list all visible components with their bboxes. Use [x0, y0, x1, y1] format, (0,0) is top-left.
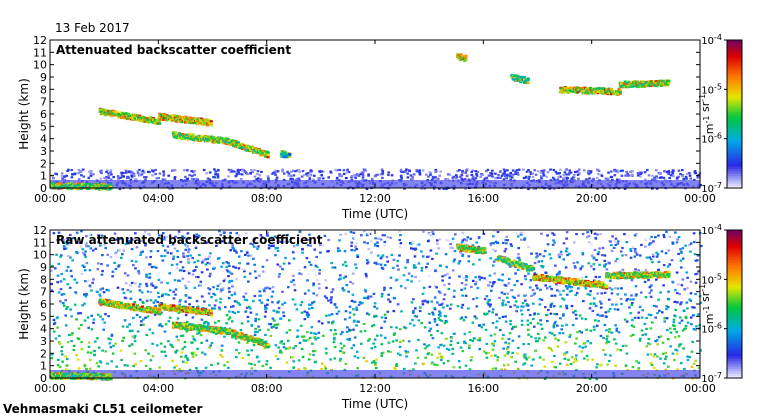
y-tick-label: 8 — [40, 273, 47, 286]
y-tick-label: 7 — [40, 96, 47, 109]
colorbar-frame — [726, 39, 743, 189]
x-tick-label: 00:00 — [34, 382, 66, 395]
colorbar-tick-label: 10-7 — [701, 371, 722, 385]
x-tick-label: 12:00 — [359, 382, 391, 395]
colorbar-tick-label: 10-5 — [701, 82, 722, 96]
date-label: 13 Feb 2017 — [55, 21, 130, 35]
colorbar-units-label: m-1 sr-1 — [698, 94, 716, 134]
x-tick-label: 16:00 — [467, 192, 499, 205]
x-tick-label: 04:00 — [142, 192, 174, 205]
cloud-layer-1 — [98, 107, 162, 126]
y-tick-label: 11 — [33, 46, 47, 59]
cloud-layer-7 — [510, 73, 530, 85]
y-tick-label: 1 — [40, 360, 47, 373]
colorbar-tick-label: 10-4 — [701, 223, 722, 237]
y-tick-label: 9 — [40, 71, 47, 84]
y-axis-label: Height (km) — [17, 268, 31, 339]
y-tick-label: 6 — [40, 108, 47, 121]
y-tick-label: 5 — [40, 120, 47, 133]
cloud-layer-8 — [605, 270, 671, 280]
x-tick-label: 20:00 — [576, 192, 608, 205]
cloud-layer-4 — [226, 138, 270, 159]
y-tick-label: 3 — [40, 145, 47, 158]
colorbar: 10-7 10-6 10-5 10-4 m-1 sr-1 — [698, 223, 743, 385]
x-tick-label: 12:00 — [359, 192, 391, 205]
cloud-layer-5 — [280, 150, 292, 159]
y-tick-label: 0 — [40, 182, 47, 195]
x-tick-label: 00:00 — [684, 382, 716, 395]
y-tick-label: 8 — [40, 83, 47, 96]
footer-label: Vehmasmaki CL51 ceilometer — [3, 402, 203, 416]
panel-title: Raw attenuated backscatter coefficient — [56, 233, 323, 247]
cloud-layer-2 — [158, 303, 213, 317]
x-tick-label: 04:00 — [142, 382, 174, 395]
y-tick-label: 9 — [40, 261, 47, 274]
x-tick-label: 00:00 — [684, 192, 716, 205]
cloud-layer-3 — [171, 131, 229, 145]
panel-attenuated-backscatter: Attenuated backscatter coefficient012345… — [17, 33, 743, 221]
y-tick-label: 2 — [40, 157, 47, 170]
y-tick-label: 4 — [40, 323, 47, 336]
x-tick-label: 16:00 — [467, 382, 499, 395]
cloud-layer-2 — [158, 112, 213, 127]
plot-area — [50, 40, 700, 188]
x-axis-label: Time (UTC) — [341, 207, 408, 221]
colorbar: 10-7 10-6 10-5 10-4 m-1 sr-1 — [698, 33, 743, 195]
colorbar-tick-label: 10-7 — [701, 181, 722, 195]
colorbar-units-label: m-1 sr-1 — [698, 284, 716, 324]
x-tick-label: 20:00 — [576, 382, 608, 395]
colorbar-tick-label: 10-5 — [701, 272, 722, 286]
panel-raw-attenuated-backscatter: Raw attenuated backscatter coefficient01… — [17, 223, 743, 411]
y-tick-label: 5 — [40, 310, 47, 323]
cloud-layer-5 — [456, 243, 487, 255]
y-tick-label: 1 — [40, 170, 47, 183]
ground-haze — [50, 369, 700, 378]
y-tick-label: 2 — [40, 347, 47, 360]
cloud-layer-6 — [496, 255, 536, 272]
y-tick-label: 4 — [40, 133, 47, 146]
cloud-layer-1 — [98, 298, 162, 316]
x-tick-label: 08:00 — [251, 192, 283, 205]
cloud-layer-4 — [226, 328, 270, 349]
colorbar-tick-label: 10-6 — [701, 132, 722, 146]
cloud-layer-6 — [456, 53, 468, 63]
y-tick-label: 12 — [33, 34, 47, 47]
y-tick-label: 11 — [33, 236, 47, 249]
colorbar-tick-label: 10-4 — [701, 33, 722, 47]
cloud-layer-9 — [618, 79, 671, 89]
y-tick-label: 10 — [33, 249, 47, 262]
colorbar-frame — [726, 229, 743, 379]
panel-title: Attenuated backscatter coefficient — [56, 43, 291, 57]
colorbar-tick-label: 10-6 — [701, 322, 722, 336]
y-tick-label: 3 — [40, 335, 47, 348]
y-axis-label: Height (km) — [17, 78, 31, 149]
x-tick-label: 00:00 — [34, 192, 66, 205]
y-tick-label: 6 — [40, 298, 47, 311]
cloud-layer-7 — [532, 273, 609, 290]
x-axis-label: Time (UTC) — [341, 397, 408, 411]
y-tick-label: 0 — [40, 372, 47, 385]
y-tick-label: 7 — [40, 286, 47, 299]
y-tick-label: 10 — [33, 59, 47, 72]
y-tick-label: 12 — [33, 224, 47, 237]
cloud-layer-8 — [559, 86, 622, 96]
x-tick-label: 08:00 — [251, 382, 283, 395]
ground-haze — [50, 179, 700, 188]
